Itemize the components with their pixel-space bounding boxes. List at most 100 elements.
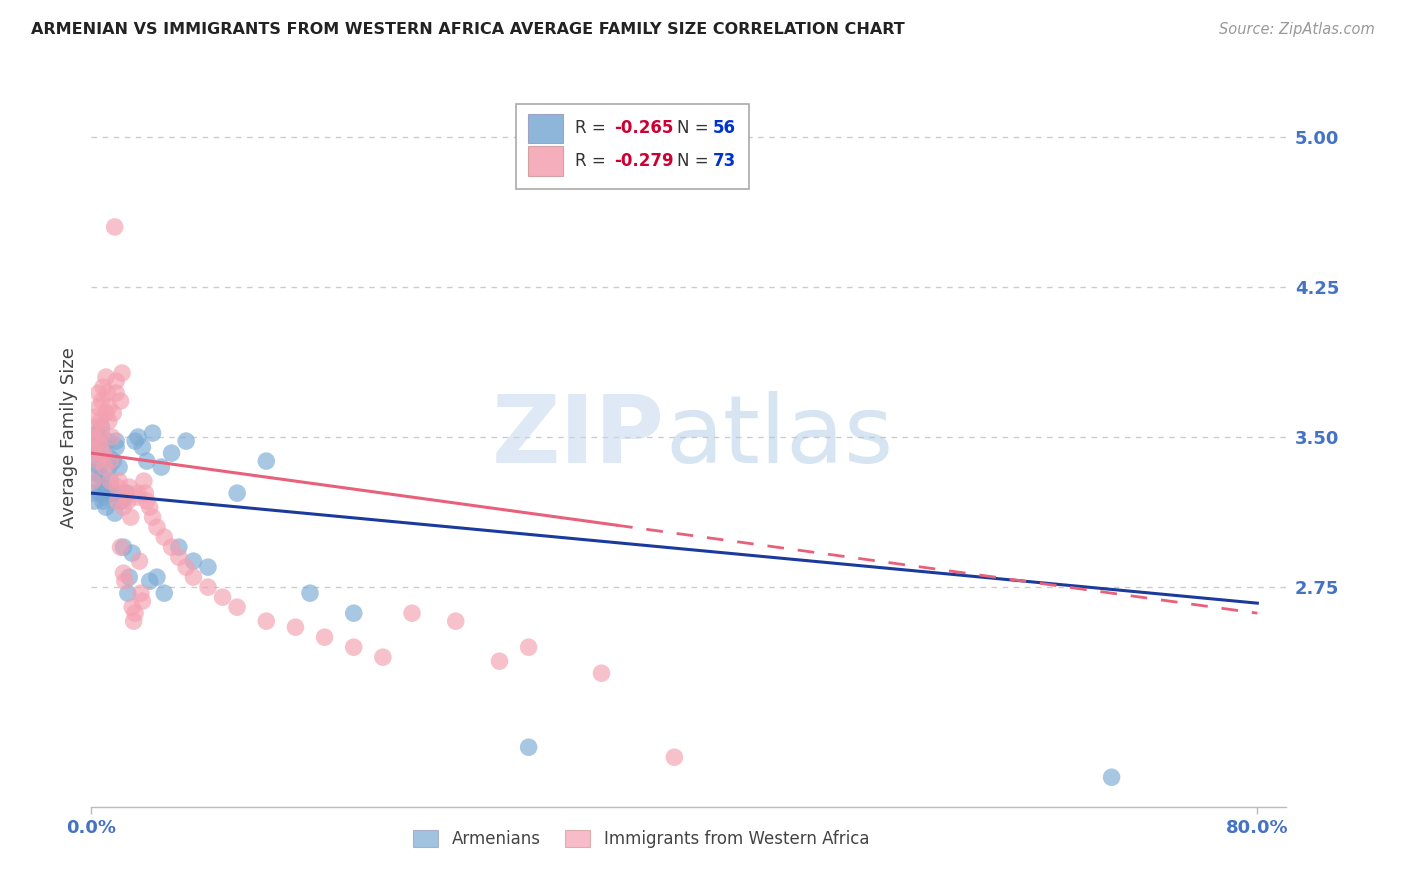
Point xyxy=(105,374,128,388)
Point xyxy=(96,386,118,401)
Point xyxy=(110,494,132,508)
Point xyxy=(105,440,128,454)
Point xyxy=(160,446,183,460)
Point xyxy=(86,474,108,488)
Point xyxy=(101,430,124,444)
Point xyxy=(103,406,125,420)
Text: atlas: atlas xyxy=(665,391,893,483)
Point xyxy=(87,446,110,460)
Point xyxy=(254,454,277,468)
Point xyxy=(112,540,135,554)
Point xyxy=(298,586,321,600)
Point xyxy=(105,434,128,448)
Point xyxy=(167,550,190,565)
FancyBboxPatch shape xyxy=(527,146,564,176)
Point xyxy=(114,490,136,504)
Point xyxy=(150,460,173,475)
Point xyxy=(94,406,117,420)
Point xyxy=(84,440,107,454)
Point xyxy=(197,580,219,594)
Point xyxy=(121,546,143,560)
Point xyxy=(118,480,141,494)
Point xyxy=(91,480,114,494)
Point xyxy=(142,510,165,524)
Point xyxy=(83,466,105,480)
Point xyxy=(107,486,129,500)
Point xyxy=(87,460,110,475)
Point xyxy=(98,474,121,488)
Text: N =: N = xyxy=(678,120,714,137)
Point xyxy=(183,570,205,584)
Point xyxy=(115,486,138,500)
FancyBboxPatch shape xyxy=(516,104,748,189)
Point xyxy=(87,386,110,401)
Point xyxy=(93,460,115,475)
Text: R =: R = xyxy=(575,152,612,169)
Point xyxy=(131,594,153,608)
Point xyxy=(174,434,197,448)
Text: ARMENIAN VS IMMIGRANTS FROM WESTERN AFRICA AVERAGE FAMILY SIZE CORRELATION CHART: ARMENIAN VS IMMIGRANTS FROM WESTERN AFRI… xyxy=(31,22,904,37)
Point xyxy=(1101,770,1123,784)
Point xyxy=(591,666,613,681)
Point xyxy=(122,614,145,628)
Point xyxy=(120,510,142,524)
Text: -0.279: -0.279 xyxy=(613,152,673,169)
Point xyxy=(197,560,219,574)
Text: 73: 73 xyxy=(713,152,737,169)
Point xyxy=(107,494,129,508)
Point xyxy=(444,614,467,628)
Point xyxy=(131,440,153,454)
Point xyxy=(153,530,176,544)
Point xyxy=(97,414,120,428)
Point xyxy=(90,426,112,441)
Point xyxy=(517,640,540,655)
Point xyxy=(127,486,149,500)
Point xyxy=(108,460,131,475)
FancyBboxPatch shape xyxy=(527,113,564,143)
Point xyxy=(90,420,112,434)
Point xyxy=(134,486,156,500)
Legend: Armenians, Immigrants from Western Africa: Armenians, Immigrants from Western Afric… xyxy=(406,823,876,855)
Point xyxy=(91,494,114,508)
Point xyxy=(121,600,143,615)
Point xyxy=(111,494,134,508)
Point xyxy=(125,490,148,504)
Point xyxy=(86,454,108,468)
Point xyxy=(94,500,117,515)
Point xyxy=(94,370,117,384)
Text: ZIP: ZIP xyxy=(492,391,665,483)
Point xyxy=(343,606,366,620)
Point xyxy=(84,454,107,468)
Point xyxy=(517,740,540,755)
Point xyxy=(167,540,190,554)
Point xyxy=(254,614,277,628)
Point xyxy=(114,574,136,589)
Y-axis label: Average Family Size: Average Family Size xyxy=(59,347,77,527)
Point xyxy=(135,454,157,468)
Point xyxy=(153,586,176,600)
Point xyxy=(103,454,125,468)
Point xyxy=(112,566,135,581)
Point xyxy=(105,386,128,401)
Point xyxy=(82,474,104,488)
Point xyxy=(127,430,149,444)
Point xyxy=(110,540,132,554)
Point xyxy=(146,570,169,584)
Point xyxy=(118,570,141,584)
Point xyxy=(132,474,155,488)
Text: 56: 56 xyxy=(713,120,735,137)
Point xyxy=(96,434,118,448)
Point xyxy=(89,434,111,448)
Point xyxy=(108,474,131,488)
Point xyxy=(371,650,394,665)
Point xyxy=(84,410,107,425)
Point xyxy=(83,446,105,460)
Point xyxy=(115,486,138,500)
Point xyxy=(160,540,183,554)
Point xyxy=(82,486,104,500)
Point xyxy=(104,506,127,520)
Point xyxy=(98,474,121,488)
Point xyxy=(183,554,205,568)
Point xyxy=(90,470,112,484)
Point xyxy=(111,366,134,380)
